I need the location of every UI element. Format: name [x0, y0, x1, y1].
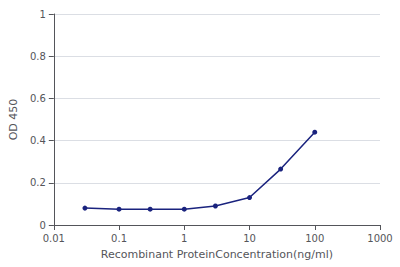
svg-text:1: 1 — [39, 9, 45, 20]
svg-text:OD 450: OD 450 — [7, 99, 20, 141]
svg-text:1000: 1000 — [367, 233, 392, 244]
svg-text:1: 1 — [181, 233, 187, 244]
svg-text:0.4: 0.4 — [30, 135, 46, 146]
svg-text:100: 100 — [305, 233, 324, 244]
svg-text:0.8: 0.8 — [30, 51, 46, 62]
svg-text:0: 0 — [39, 220, 45, 231]
svg-text:10: 10 — [243, 233, 256, 244]
svg-text:0.2: 0.2 — [30, 177, 46, 188]
svg-text:0.01: 0.01 — [43, 233, 65, 244]
svg-text:0.1: 0.1 — [111, 233, 127, 244]
svg-text:0.6: 0.6 — [30, 93, 46, 104]
svg-text:Recombinant ProteinConcentrati: Recombinant ProteinConcentration(ng/ml) — [101, 248, 333, 261]
